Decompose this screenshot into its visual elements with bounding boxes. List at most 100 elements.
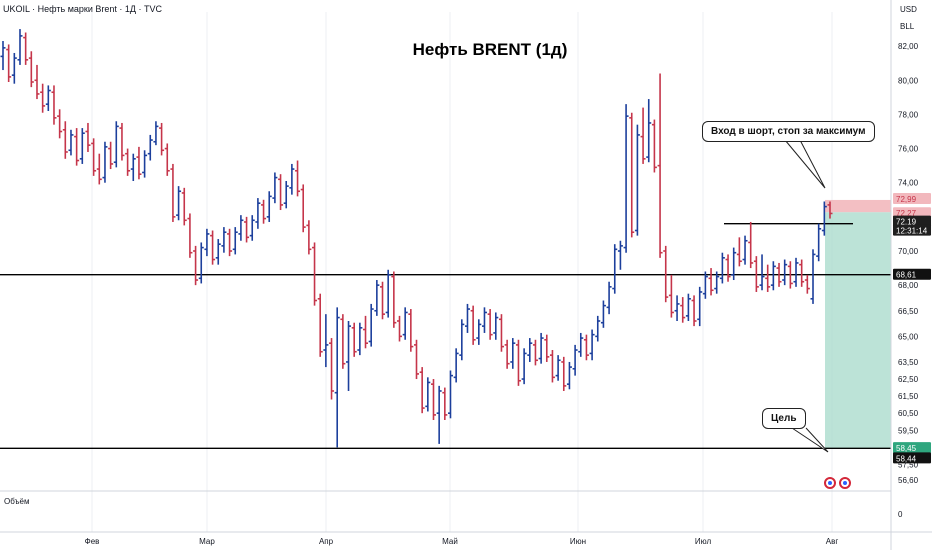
ohlc-bar — [447, 370, 453, 419]
ohlc-bar — [793, 257, 799, 287]
entry-callout-pointer — [784, 139, 826, 189]
ohlc-bar — [0, 41, 6, 71]
ohlc-bar — [481, 307, 487, 333]
ohlc-bar — [414, 339, 419, 380]
y-tick-label: 70,00 — [898, 247, 919, 256]
ohlc-bar — [657, 73, 663, 258]
ohlc-bar — [464, 303, 470, 333]
target-zone — [825, 212, 891, 449]
y-tick-label: 56,60 — [898, 476, 919, 485]
ohlc-bar — [11, 52, 17, 84]
ohlc-bar — [272, 172, 278, 204]
ohlc-bar — [62, 121, 68, 159]
ohlc-bar — [368, 303, 374, 347]
ohlc-bar — [402, 307, 408, 340]
ohlc-bar — [810, 249, 816, 304]
ohlc-bar — [108, 141, 114, 170]
ohlc-bar — [329, 338, 335, 400]
unit-label[interactable]: BLL — [900, 22, 915, 31]
y-tick-label: 65,00 — [898, 332, 919, 341]
ohlc-bar — [244, 216, 250, 243]
ohlc-bar — [419, 367, 425, 414]
ohlc-bar — [102, 141, 108, 183]
ohlc-bar — [708, 268, 714, 296]
price-tag-box — [893, 224, 931, 236]
y-tick-label: 66,50 — [898, 307, 919, 316]
ohlc-bar — [606, 281, 612, 315]
ohlc-bar — [651, 119, 657, 173]
ohlc-bar — [816, 223, 822, 262]
x-tick-label: Авг — [826, 537, 839, 546]
volume-label[interactable]: Объём — [4, 497, 30, 506]
callout-pointers — [784, 139, 829, 453]
price-tag: 58,44 — [893, 452, 931, 464]
event-flag-icon[interactable] — [824, 477, 836, 489]
ohlc-bar — [470, 305, 476, 345]
ohlc-bar — [759, 254, 765, 291]
target-callout-pointer — [791, 427, 829, 453]
ohlc-bar — [351, 322, 357, 357]
ohlc-bar — [136, 146, 142, 180]
ohlc-bar — [583, 334, 589, 361]
ohlc-bar — [119, 122, 125, 161]
ohlc-bar — [193, 245, 199, 286]
x-tick-label: Май — [442, 537, 458, 546]
ohlc-bar — [782, 259, 788, 286]
price-tag-label: 58,44 — [896, 454, 917, 463]
ohlc-bar — [79, 128, 85, 164]
ohlc-bar — [255, 198, 261, 229]
symbol-info[interactable]: UKOIL · Нефть марки Brent · 1Д · TVC — [3, 4, 162, 14]
ohlc-bar — [595, 315, 601, 342]
ohlc-bar — [334, 307, 340, 448]
ohlc-bar — [549, 350, 555, 383]
ohlc-bar — [442, 387, 448, 421]
ohlc-bar — [589, 329, 595, 361]
ohlc-bar — [125, 148, 131, 176]
ohlc-bar — [249, 215, 255, 241]
ohlc-bar — [17, 29, 23, 65]
ohlc-bar — [561, 356, 567, 391]
target-callout[interactable]: Цель — [762, 408, 806, 429]
x-tick-label: Мар — [199, 537, 215, 546]
entry-callout[interactable]: Вход в шорт, стоп за максимум — [702, 121, 875, 142]
ohlc-bar — [691, 295, 697, 327]
price-tag-label: 12:31:14 — [896, 227, 928, 236]
ohlc-bar — [300, 184, 306, 233]
ohlc-bar — [397, 315, 403, 342]
ohlc-bar — [498, 314, 504, 352]
ohlc-bar — [198, 242, 204, 284]
ohlc-bar — [668, 274, 674, 318]
ohlc-bar — [204, 228, 210, 257]
ohlc-bar — [227, 228, 233, 257]
ohlc-bar — [731, 247, 737, 281]
ohlc-bar — [612, 244, 618, 294]
ohlc-bar — [725, 254, 731, 282]
y-tick-label: 60,50 — [898, 409, 919, 418]
ohlc-bar — [600, 300, 606, 328]
ohlc-bar — [827, 201, 833, 219]
x-tick-label: Июл — [695, 537, 712, 546]
price-tag-box — [893, 215, 931, 227]
event-flag-icon[interactable] — [839, 477, 851, 489]
ohlc-bar — [295, 160, 301, 197]
ohlc-bar — [629, 112, 635, 238]
price-tag-label: 72,99 — [896, 195, 917, 204]
ohlc-bar — [714, 271, 720, 294]
ohlc-bar — [68, 129, 74, 156]
ohlc-bar — [170, 163, 176, 222]
ohlc-bar — [617, 240, 623, 270]
y-tick-label: 61,50 — [898, 392, 919, 401]
ohlc-bar — [96, 153, 102, 185]
ohlc-bar — [142, 150, 148, 178]
currency-label[interactable]: USD — [900, 5, 917, 14]
price-tag-label: 68,61 — [896, 271, 917, 280]
ohlc-bar — [538, 332, 544, 364]
ohlc-bar — [153, 121, 159, 146]
ohlc-bar — [312, 242, 318, 306]
ohlc-bar — [283, 181, 289, 209]
ohlc-bar — [742, 235, 748, 265]
ohlc-bar — [6, 44, 12, 82]
ohlc-bar — [91, 138, 97, 176]
